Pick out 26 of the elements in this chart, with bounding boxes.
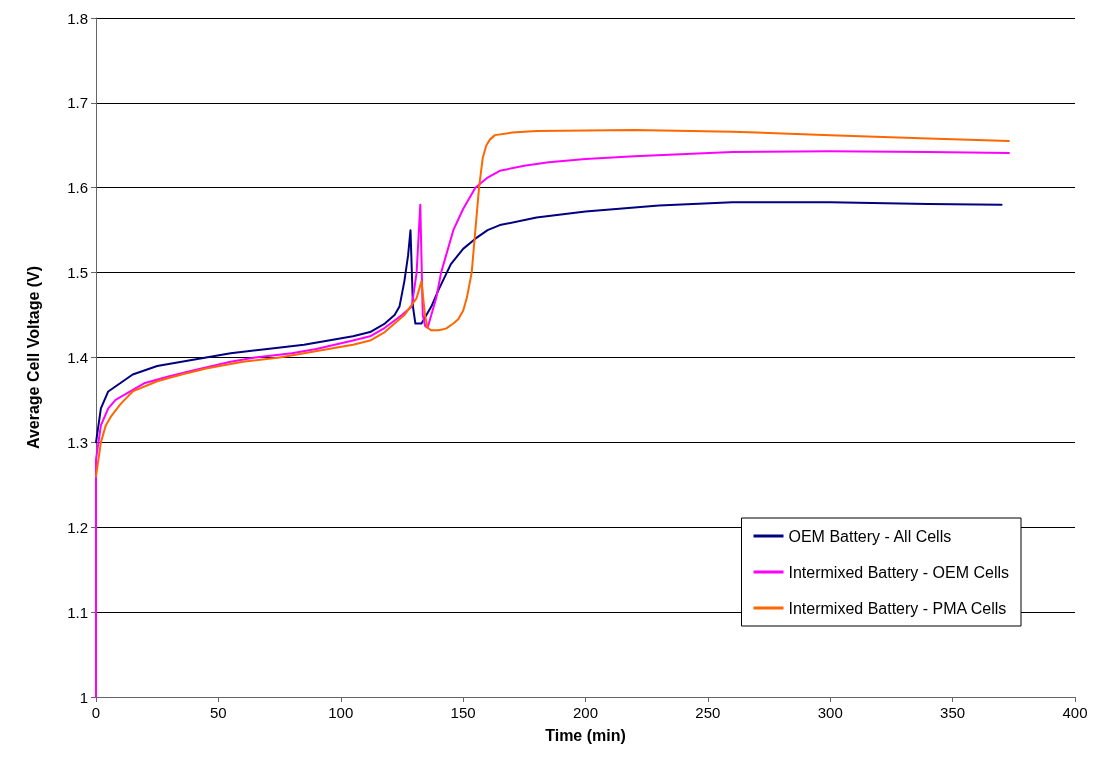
- x-tick-label: 0: [91, 704, 101, 721]
- legend-label: Intermixed Battery - OEM Cells: [788, 563, 1009, 581]
- line-series: [95, 201, 1003, 444]
- y-tick-label: 1.2: [67, 518, 88, 536]
- legend-label: Intermixed Battery - PMA Cells: [788, 599, 1007, 617]
- y-tick-label: 1.1: [67, 603, 88, 621]
- y-tick-label: 1: [79, 688, 88, 706]
- line-series: [95, 129, 1010, 478]
- x-tick-label: 350: [940, 704, 966, 721]
- y-tick-label: 1.7: [67, 94, 88, 112]
- x-axis-title: Time (min): [545, 726, 626, 744]
- x-tick-label: 300: [817, 704, 843, 721]
- x-tick-label: 50: [210, 704, 227, 721]
- y-tick-label: 1.5: [67, 264, 88, 282]
- x-tick-label: 200: [572, 704, 599, 721]
- x-tick-label: 400: [1062, 704, 1088, 721]
- y-tick-label: 1.3: [67, 433, 88, 451]
- legend-label: OEM Battery - All Cells: [788, 527, 952, 545]
- x-tick-label: 100: [328, 704, 354, 721]
- y-tick-label: 1.4: [67, 349, 88, 366]
- y-tick-label: 1.8: [67, 9, 88, 27]
- y-axis-title: Average Cell Voltage (V): [24, 265, 42, 450]
- line-series: [95, 150, 1010, 698]
- x-tick-label: 250: [695, 704, 721, 721]
- y-tick-label: 1.6: [67, 179, 88, 197]
- x-tick-label: 150: [450, 704, 476, 721]
